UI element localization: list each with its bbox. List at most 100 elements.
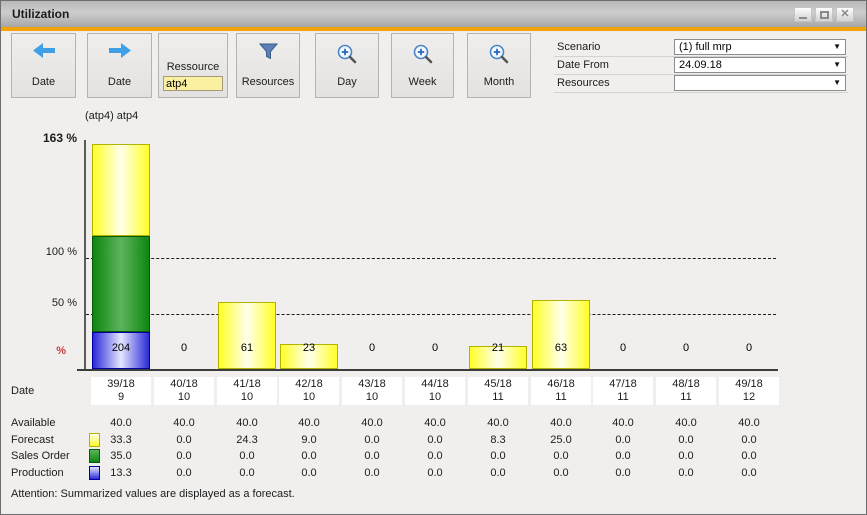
month-zoom-button[interactable]: Month	[467, 33, 531, 98]
zoom-in-icon	[392, 43, 453, 65]
day-zoom-button[interactable]: Day	[315, 33, 379, 98]
chevron-down-icon[interactable]: ▼	[833, 78, 841, 87]
attention-note: Attention: Summarized values are display…	[11, 488, 295, 500]
table-cell: 40.0	[279, 417, 339, 429]
bar-value-label: 23	[279, 341, 339, 355]
scenario-value: (1) full mrp	[679, 41, 732, 53]
table-cell: 0.0	[217, 450, 277, 462]
table-cell: 13.3	[91, 467, 151, 479]
production-row-label: Production	[11, 467, 64, 479]
table-cell: 40.0	[656, 417, 716, 429]
table-cell: 0.0	[531, 467, 591, 479]
title-bar[interactable]: Utilization ✕	[1, 1, 866, 27]
date-from-value: 24.09.18	[679, 59, 722, 71]
zoom-in-icon	[316, 43, 378, 65]
scenario-select[interactable]: (1) full mrp ▼	[674, 39, 846, 55]
month-zoom-label: Month	[468, 76, 530, 88]
date-column-header: 42/1810	[279, 377, 339, 405]
ressource-label: Ressource	[159, 61, 227, 73]
date-column-header: 49/1812	[719, 377, 779, 405]
bar-value-label: 0	[719, 341, 779, 355]
table-cell: 0.0	[593, 467, 653, 479]
window-title: Utilization	[12, 7, 69, 21]
gridline-100-percent	[86, 258, 776, 259]
ressource-input[interactable]	[163, 76, 223, 91]
table-cell: 40.0	[531, 417, 591, 429]
y-axis-line	[84, 140, 86, 371]
gridline-50-percent	[86, 314, 776, 315]
date-back-button[interactable]: Date	[11, 33, 76, 98]
arrow-left-icon	[12, 43, 75, 58]
resources-select[interactable]: ▼	[674, 75, 846, 91]
table-cell: 0.0	[656, 467, 716, 479]
table-cell: 0.0	[468, 450, 528, 462]
forecast-row-label: Forecast	[11, 434, 54, 446]
table-cell: 0.0	[405, 450, 465, 462]
table-cell: 0.0	[279, 467, 339, 479]
resources-filter-button[interactable]: Resources	[236, 33, 300, 98]
table-cell: 8.3	[468, 434, 528, 446]
y-axis-100-label: 100 %	[19, 246, 77, 258]
week-zoom-button[interactable]: Week	[391, 33, 454, 98]
date-column-header: 40/1810	[154, 377, 214, 405]
bar-value-label: 204	[91, 341, 151, 355]
table-cell: 0.0	[217, 467, 277, 479]
resources-row: Resources ▼	[554, 75, 848, 93]
table-cell: 0.0	[342, 434, 402, 446]
utilization-window: Utilization ✕ Date Date Ressource Resour…	[0, 0, 867, 515]
production-legend-swatch	[89, 466, 100, 480]
date-forward-button[interactable]: Date	[87, 33, 152, 98]
table-cell: 25.0	[531, 434, 591, 446]
table-cell: 0.0	[342, 467, 402, 479]
maximize-button[interactable]	[815, 7, 833, 22]
close-icon: ✕	[840, 9, 849, 20]
resources-filter-label: Resources	[237, 76, 299, 88]
table-cell: 0.0	[279, 450, 339, 462]
table-cell: 35.0	[91, 450, 151, 462]
table-cell: 0.0	[154, 467, 214, 479]
day-zoom-label: Day	[316, 76, 378, 88]
table-cell: 40.0	[468, 417, 528, 429]
bar-value-label: 0	[405, 341, 465, 355]
bar-value-label: 21	[468, 341, 528, 355]
date-column-header: 48/1811	[656, 377, 716, 405]
bar-segment-forecast	[532, 300, 590, 369]
table-cell: 40.0	[217, 417, 277, 429]
chevron-down-icon[interactable]: ▼	[833, 60, 841, 69]
minimize-icon	[799, 17, 807, 19]
table-cell: 0.0	[154, 450, 214, 462]
table-cell: 40.0	[719, 417, 779, 429]
table-cell: 9.0	[279, 434, 339, 446]
date-back-label: Date	[12, 76, 75, 88]
table-cell: 0.0	[154, 434, 214, 446]
y-axis-50-label: 50 %	[19, 297, 77, 309]
ressource-button[interactable]: Ressource	[158, 33, 228, 98]
table-cell: 40.0	[405, 417, 465, 429]
accent-line	[1, 27, 866, 31]
table-cell: 0.0	[593, 450, 653, 462]
date-from-select[interactable]: 24.09.18 ▼	[674, 57, 846, 73]
bar-segment-sales-order	[92, 236, 150, 332]
week-zoom-label: Week	[392, 76, 453, 88]
scenario-row: Scenario (1) full mrp ▼	[554, 39, 848, 57]
window-controls: ✕	[794, 7, 854, 22]
close-button[interactable]: ✕	[836, 7, 854, 22]
minimize-button[interactable]	[794, 7, 812, 22]
x-axis-line	[77, 369, 778, 371]
date-from-row: Date From 24.09.18 ▼	[554, 57, 848, 75]
bar-value-label: 61	[217, 341, 277, 355]
bar-segment-forecast	[218, 302, 276, 369]
sales-order-row-label: Sales Order	[11, 450, 70, 462]
date-from-label: Date From	[557, 59, 609, 71]
bar-value-label: 63	[531, 341, 591, 355]
date-column-header: 47/1811	[593, 377, 653, 405]
bar-value-label: 0	[593, 341, 653, 355]
table-cell: 40.0	[593, 417, 653, 429]
y-axis-unit-label: %	[19, 345, 66, 357]
table-cell: 0.0	[405, 434, 465, 446]
arrow-right-icon	[88, 43, 151, 58]
date-column-header: 45/1811	[468, 377, 528, 405]
chevron-down-icon[interactable]: ▼	[833, 42, 841, 51]
table-cell: 40.0	[342, 417, 402, 429]
chart-title: (atp4) atp4	[85, 110, 138, 122]
